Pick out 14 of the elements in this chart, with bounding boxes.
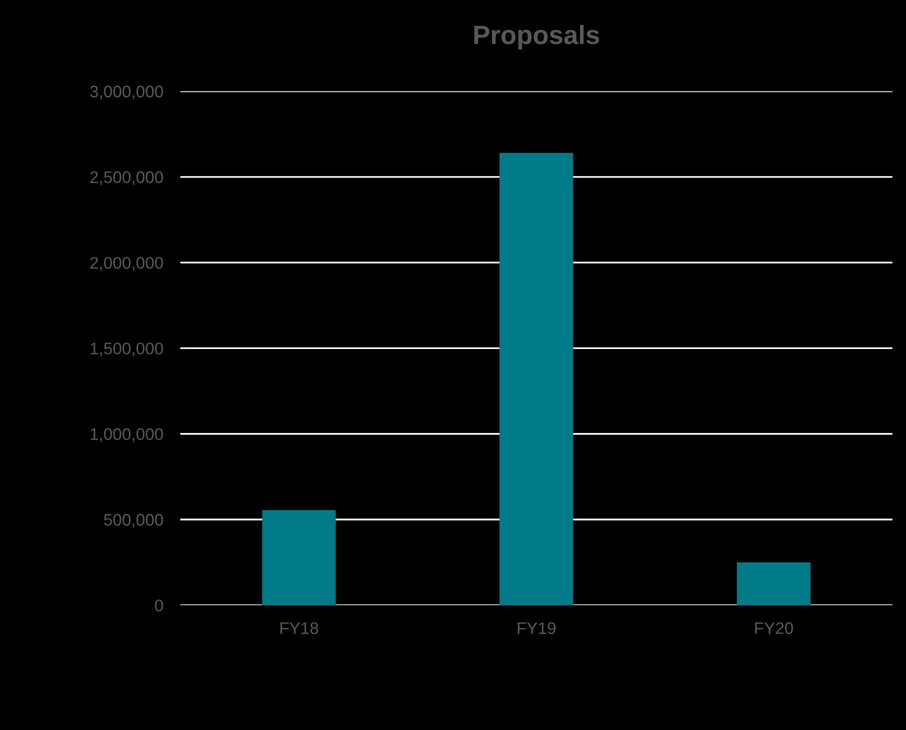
x-tick-label: FY20: [755, 622, 793, 634]
y-tick-label: 1,000,000: [90, 428, 163, 442]
x-tick-label: FY18: [280, 622, 318, 634]
y-tick-label: 3,000,000: [90, 86, 163, 100]
bar: [500, 152, 574, 606]
y-tick-label: 500,000: [104, 514, 163, 528]
bar: [262, 510, 336, 606]
y-tick-label: 1,500,000: [90, 342, 163, 356]
y-tick-label: 2,500,000: [90, 171, 163, 186]
bar: [736, 562, 811, 606]
chart-title: Proposals: [474, 24, 600, 50]
x-tick-label: FY19: [518, 622, 556, 634]
y-tick-label: 0: [155, 600, 163, 612]
y-tick-label: 2,000,000: [90, 256, 163, 271]
